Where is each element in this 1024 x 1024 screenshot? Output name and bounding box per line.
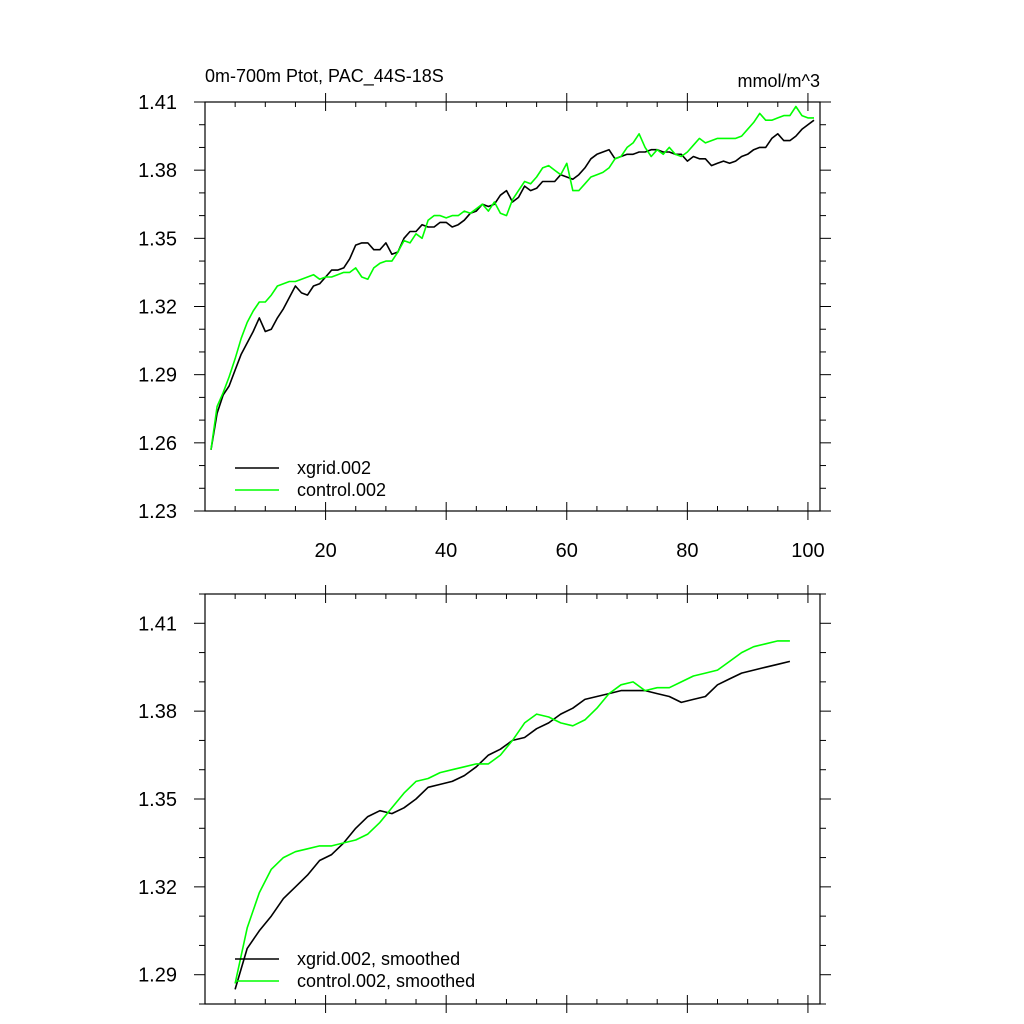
series-line-control-002-smoothed	[234, 640, 790, 984]
bottom-panel: 1.29 1.32 1.35 1.38 1.41 xgrid.002, smoothed…	[138, 585, 831, 1013]
y-tick-label: 1.35	[138, 228, 177, 250]
x-tick-label: 100	[791, 540, 824, 562]
y-tick-label: 1.41	[138, 613, 177, 635]
top-x-tick-labels: 20 40 60 80 100	[314, 540, 824, 562]
legend-label-xgrid: xgrid.002	[297, 458, 371, 478]
bottom-series-lines	[234, 640, 791, 990]
y-tick-label: 1.41	[138, 92, 177, 114]
bottom-axis-ticks	[194, 585, 831, 1013]
y-tick-label: 1.23	[138, 501, 177, 523]
bottom-legend: xgrid.002, smoothed control.002, smoothe…	[235, 949, 475, 991]
y-tick-label: 1.32	[138, 297, 177, 319]
x-tick-label: 40	[435, 540, 457, 562]
top-series-lines	[210, 105, 815, 450]
y-tick-label: 1.38	[138, 701, 177, 723]
bottom-y-tick-labels: 1.29 1.32 1.35 1.38 1.41	[138, 613, 177, 986]
legend-label-control-smoothed: control.002, smoothed	[297, 971, 475, 991]
x-tick-label: 80	[676, 540, 698, 562]
top-y-tick-labels: 1.23 1.26 1.29 1.32 1.35 1.38 1.41	[138, 92, 177, 523]
top-panel: 1.23 1.26 1.29 1.32 1.35 1.38 1.41 20 40 60 80 100…	[138, 66, 831, 562]
legend-label-xgrid-smoothed: xgrid.002, smoothed	[297, 949, 460, 969]
y-tick-label: 1.26	[138, 433, 177, 455]
y-tick-label: 1.32	[138, 877, 177, 899]
x-tick-label: 60	[556, 540, 578, 562]
y-tick-label: 1.29	[138, 965, 177, 987]
top-chart-title: 0m-700m Ptot, PAC_44S-18S	[205, 66, 444, 87]
y-tick-label: 1.35	[138, 789, 177, 811]
series-line-control-002	[210, 105, 814, 450]
top-units-label: mmol/m^3	[738, 71, 820, 91]
series-line-xgrid-002	[210, 119, 815, 450]
y-tick-label: 1.29	[138, 365, 177, 387]
top-axis-ticks	[194, 93, 831, 520]
x-tick-label: 20	[314, 540, 336, 562]
top-legend: xgrid.002 control.002	[235, 458, 386, 500]
legend-label-control: control.002	[297, 480, 386, 500]
series-line-xgrid-002-smoothed	[234, 660, 791, 990]
bottom-plot-frame	[204, 593, 821, 1005]
y-tick-label: 1.38	[138, 160, 177, 182]
